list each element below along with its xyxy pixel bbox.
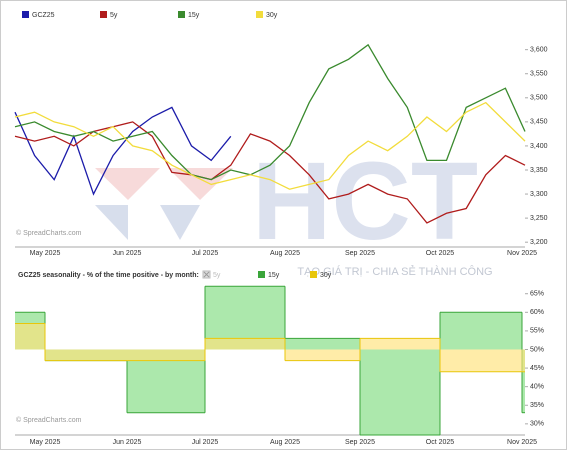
legend-label[interactable]: 15y [268,272,280,279]
x-tick-label: Aug 2025 [270,439,300,446]
x-tick-label: Nov 2025 [507,439,537,446]
slogan: TẠO GIÁ TRỊ - CHIA SẺ THÀNH CÔNG [297,265,492,278]
y-tick-label: 45% [530,365,544,372]
logo-shape [95,205,128,240]
area-step [15,323,45,350]
y-tick-label: 3,500 [530,95,548,102]
y-tick-label: 30% [530,421,544,428]
legend-label[interactable]: GCZ25 [32,12,55,19]
legend-swatch[interactable] [256,11,263,18]
x-tick-label: May 2025 [30,439,61,446]
legend-label[interactable]: 30y [320,272,332,279]
area-step [45,349,127,361]
y-tick-label: 3,450 [530,119,548,126]
credit: © SpreadCharts.com [16,416,82,424]
credit: © SpreadCharts.com [16,229,82,237]
x-tick-label: Sep 2025 [345,439,375,446]
x-tick-label: Sep 2025 [345,250,375,257]
area-step [205,338,285,350]
y-tick-label: 3,550 [530,71,548,78]
x-tick-label: Oct 2025 [426,439,455,446]
logo-shape [95,168,160,200]
area-step [440,349,522,372]
y-tick-label: 3,400 [530,143,548,150]
y-tick-label: 3,250 [530,215,548,222]
x-tick-label: Jul 2025 [192,439,219,446]
x-tick-label: May 2025 [30,250,61,257]
y-tick-label: 35% [530,402,544,409]
area-step [285,349,360,361]
x-tick-label: Aug 2025 [270,250,300,257]
y-tick-label: 3,350 [530,167,548,174]
legend-swatch[interactable] [258,271,265,278]
y-tick-label: 3,600 [530,47,548,54]
area-step [127,349,205,361]
y-tick-label: 3,300 [530,191,548,198]
y-tick-label: 50% [530,346,544,353]
y-tick-label: 55% [530,328,544,335]
legend-label[interactable]: 15y [188,12,200,19]
line-series [14,121,526,224]
legend-hidden-icon [203,271,210,278]
line-series [14,43,526,181]
area-step [285,338,360,350]
legend-label[interactable]: 5y [110,12,118,19]
logo-shape [160,205,200,240]
watermark: HCT [252,140,478,263]
x-tick-label: Jun 2025 [113,439,142,446]
x-tick-label: Jul 2025 [192,250,219,257]
y-tick-label: 60% [530,309,544,316]
legend-swatch[interactable] [100,11,107,18]
y-tick-label: 65% [530,291,544,298]
legend-swatch[interactable] [22,11,29,18]
line-series [14,106,232,196]
legend-label[interactable]: 30y [266,12,278,19]
x-tick-label: Nov 2025 [507,250,537,257]
y-tick-label: 3,200 [530,239,548,246]
legend-swatch[interactable] [310,271,317,278]
line-series [14,101,526,190]
y-tick-label: 40% [530,384,544,391]
legend-label[interactable]: 5y [213,272,221,279]
area-step [440,312,522,350]
x-tick-label: Jun 2025 [113,250,142,257]
chart-title: GCZ25 seasonality - % of the time positi… [18,272,199,279]
area-step [360,338,440,350]
area-step [360,349,440,435]
legend-swatch[interactable] [178,11,185,18]
area-step [522,349,525,413]
area-step [522,349,525,372]
x-tick-label: Oct 2025 [426,250,455,257]
